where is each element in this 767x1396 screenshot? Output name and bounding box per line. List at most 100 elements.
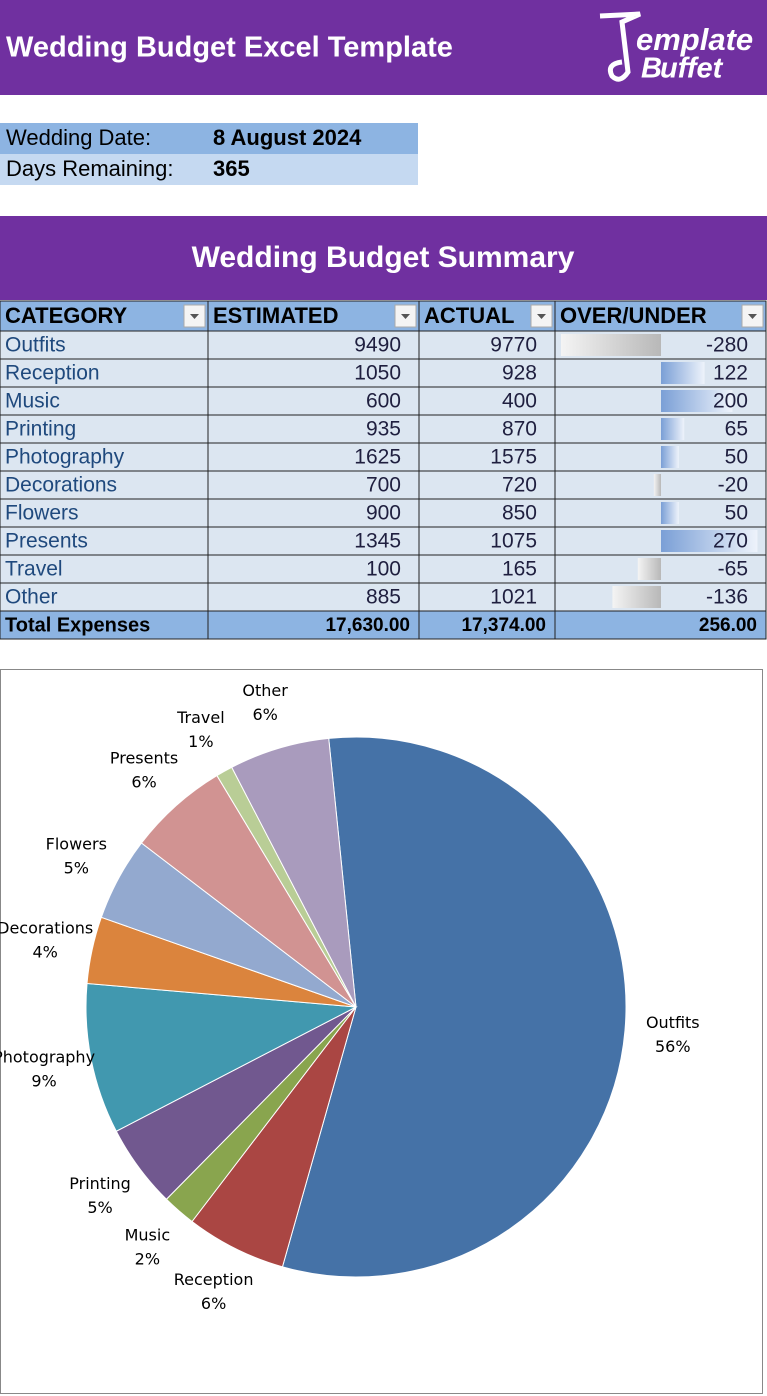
column-header: ACTUAL [424,303,514,328]
category: Decorations [5,474,117,497]
cell [207,358,420,388]
number: -136 [706,586,748,609]
slice-percent: 2% [135,1249,160,1268]
number: 700 [366,474,401,497]
cell [418,498,556,528]
category: Reception [5,362,100,385]
filter-arrow [190,314,199,319]
total-cell [0,610,209,640]
total-value: 17,630.00 [325,615,410,636]
filter-arrow [401,314,410,319]
category: Presents [5,530,88,553]
slice-label: Reception [174,1270,254,1289]
slice-label: Flowers [46,834,107,853]
logo: emplate uffet B [599,11,753,85]
title: Wedding Budget Excel Template [6,32,453,64]
total-label: Total Expenses [5,614,150,636]
number: 200 [713,390,748,413]
number: 870 [502,418,537,441]
number: 900 [366,502,401,525]
number: 720 [502,474,537,497]
category: Travel [5,558,63,581]
cell [207,414,420,444]
number: 928 [502,362,537,385]
number: 100 [366,558,401,581]
data-bar [661,530,758,552]
slice-label: Decorations [0,918,93,937]
data-bar [661,390,733,412]
info-row [0,154,418,185]
number: 9490 [354,334,401,357]
cell [207,330,420,360]
summary-title: Wedding Budget Summary [192,241,575,274]
number: 1625 [354,446,401,469]
slice-percent: 6% [201,1294,226,1313]
slice-percent: 5% [87,1198,112,1217]
total-cell [554,610,767,640]
slice-percent: 6% [252,705,277,724]
info-value: 365 [213,156,250,181]
number: 1575 [490,446,537,469]
slice-percent: 9% [31,1071,56,1090]
cell [418,582,556,612]
pie-slice [281,736,627,1278]
slice-percent: 1% [188,732,213,751]
cell [0,386,209,416]
slice-label: Music [125,1225,171,1244]
category: Other [5,586,58,609]
data-bar [661,502,679,524]
slice-label: Photography [0,1047,95,1066]
cell [554,498,767,528]
slice-percent: 6% [131,772,156,791]
number: 165 [502,558,537,581]
data-bar [661,418,685,440]
data-bar [637,558,661,580]
cell [0,554,209,584]
number: 270 [713,530,748,553]
number: 850 [502,502,537,525]
category: Music [5,390,60,413]
info-label: Wedding Date: [6,125,151,150]
pie-slice [85,982,358,1132]
content: Wedding Date: 8 August 2024 Days Remaining… [0,125,767,1313]
cell [554,358,767,388]
data-bar [612,586,661,608]
data-bar [561,334,661,356]
number: 50 [725,446,748,469]
number: 885 [366,586,401,609]
cell [554,442,767,472]
column-header: CATEGORY [5,303,128,328]
info-label: Days Remaining: [6,156,174,181]
number: -280 [706,334,748,357]
cell [0,470,209,500]
cell [207,526,420,556]
number: 9770 [490,334,537,357]
column-header: ESTIMATED [213,303,338,328]
cell [418,330,556,360]
logo-b: B [641,53,662,85]
cell [207,498,420,528]
cell [207,582,420,612]
category: Flowers [5,502,79,525]
number: 600 [366,390,401,413]
cell [418,414,556,444]
slice-label: Printing [69,1174,131,1193]
total-value: 17,374.00 [461,615,546,636]
cell [0,358,209,388]
slice-label: Travel [176,708,225,727]
cell [0,526,209,556]
pie-slice [231,737,357,1008]
cell [418,554,556,584]
total-cell [418,610,556,640]
data-bar [653,474,661,496]
number: 122 [713,362,748,385]
logo-t [599,11,642,82]
number: 1345 [354,530,401,553]
number: 65 [725,418,748,441]
slice-label: Presents [110,748,178,767]
logo-text: uffet [660,53,724,85]
category: Printing [5,418,76,441]
column-header: OVER/UNDER [560,303,707,328]
